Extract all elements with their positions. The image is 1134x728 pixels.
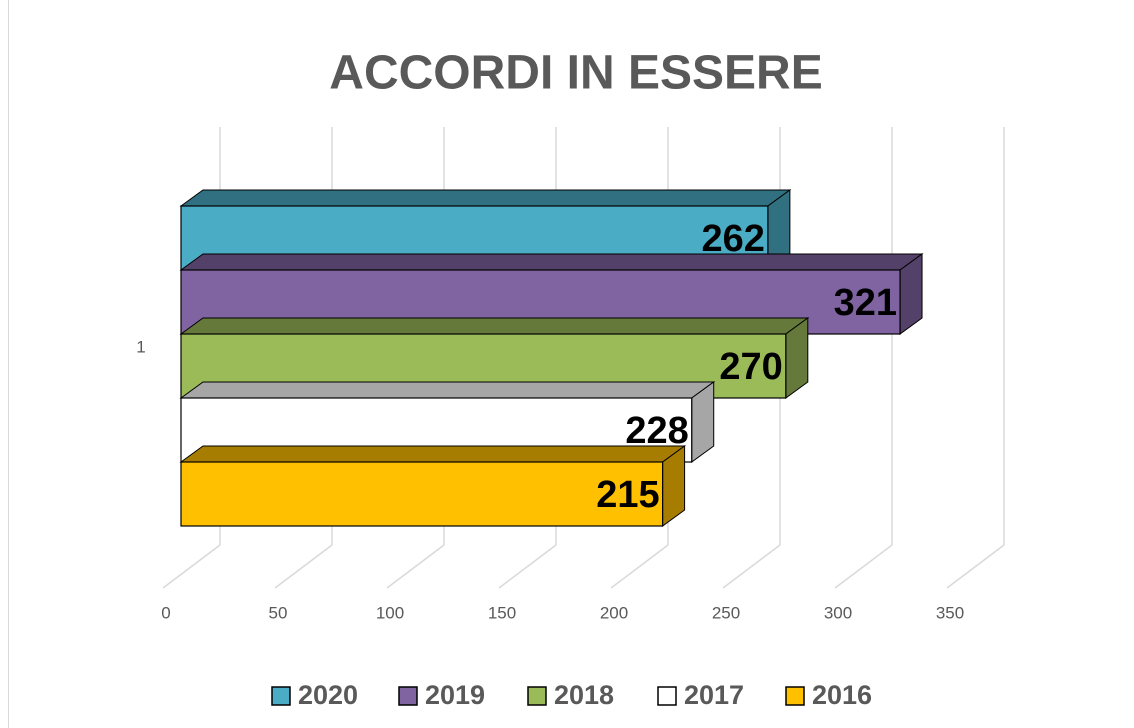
x-tick-label: 200 — [600, 603, 628, 622]
legend-label: 2018 — [554, 680, 614, 710]
x-tick-label: 0 — [161, 603, 170, 622]
data-label: 270 — [719, 346, 782, 388]
bar-top — [179, 445, 687, 463]
x-tick-label: 350 — [936, 603, 964, 622]
legend-swatch — [527, 686, 547, 706]
y-tick-label: 1 — [136, 337, 145, 356]
bar-top — [179, 253, 924, 271]
bar-top — [179, 189, 792, 207]
data-label: 215 — [596, 474, 659, 516]
legend-label: 2016 — [812, 680, 872, 710]
x-tick-label: 250 — [712, 603, 740, 622]
data-label: 262 — [701, 218, 764, 260]
floor-line — [610, 544, 669, 589]
bar — [179, 445, 687, 527]
legend-swatch — [657, 686, 677, 706]
floor-line — [834, 544, 893, 589]
legend-label: 2019 — [425, 680, 485, 710]
bar-top — [179, 317, 810, 335]
floor-line — [946, 544, 1005, 589]
legend-swatch — [785, 686, 805, 706]
data-label: 228 — [625, 410, 688, 452]
data-label: 321 — [834, 282, 897, 324]
bar-front — [180, 461, 664, 527]
x-tick-label: 300 — [824, 603, 852, 622]
x-tick-label: 50 — [269, 603, 288, 622]
legend-swatch — [398, 686, 418, 706]
floor-line — [386, 544, 445, 589]
floor-line — [162, 544, 221, 589]
legend-swatch — [271, 686, 291, 706]
floor-line — [722, 544, 781, 589]
bar-top — [179, 381, 716, 399]
chart-title: ACCORDI IN ESSERE — [329, 47, 822, 100]
x-tick-label: 150 — [488, 603, 516, 622]
legend-label: 2017 — [684, 680, 744, 710]
x-tick-label: 100 — [376, 603, 404, 622]
floor-line — [274, 544, 333, 589]
floor-line — [498, 544, 557, 589]
legend-label: 2020 — [298, 680, 358, 710]
